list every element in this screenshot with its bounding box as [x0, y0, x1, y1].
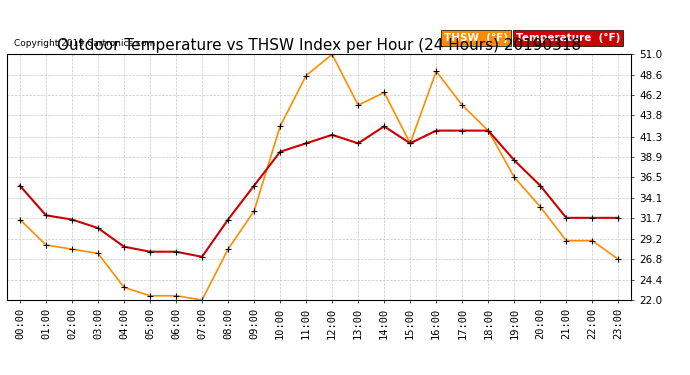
Text: THSW  (°F): THSW (°F) — [444, 33, 508, 43]
Text: Copyright 2019 Cartronics.com: Copyright 2019 Cartronics.com — [14, 39, 155, 48]
Title: Outdoor Temperature vs THSW Index per Hour (24 Hours) 20190318: Outdoor Temperature vs THSW Index per Ho… — [57, 38, 581, 53]
Text: Temperature  (°F): Temperature (°F) — [516, 33, 620, 43]
